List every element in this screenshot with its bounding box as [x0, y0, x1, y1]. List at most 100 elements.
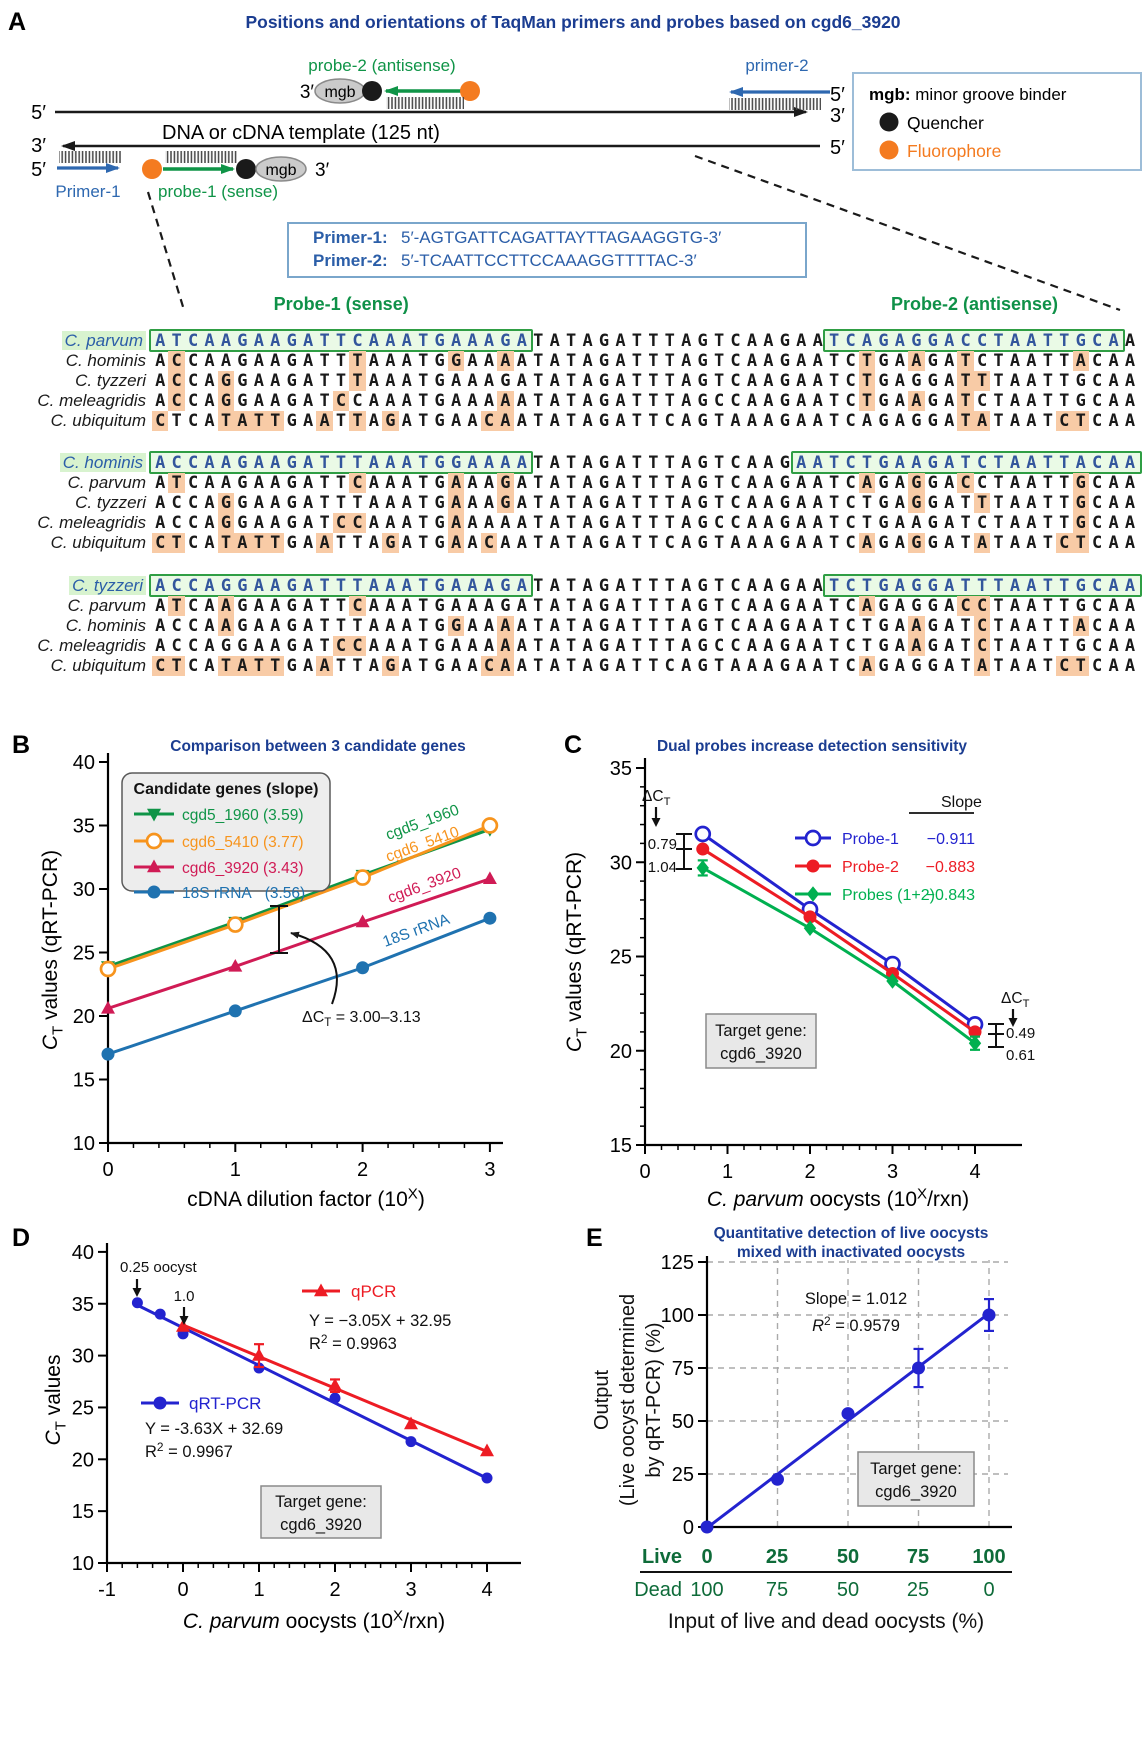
seq-char: A	[368, 411, 380, 431]
species-name: C. tyzzeri	[0, 371, 146, 391]
seq-char: A	[204, 576, 215, 596]
seq-char: A	[763, 533, 774, 553]
probe1-3prime-label: 3′	[315, 160, 330, 181]
seq-char: T	[1059, 371, 1070, 391]
seq-char: A	[450, 411, 462, 431]
figure-element: 10	[73, 1133, 95, 1155]
seq-char: G	[697, 576, 708, 596]
seq-char: A	[894, 351, 906, 371]
seq-char: T	[960, 453, 971, 473]
seq-char: T	[335, 656, 347, 676]
seq-char: A	[1124, 576, 1136, 596]
hybridization-hatch	[386, 97, 464, 109]
figure-element: cgd5_1960 (3.59)	[182, 807, 304, 824]
figure-element	[132, 1288, 142, 1297]
seq-char: A	[549, 493, 560, 513]
seq-char: A	[746, 636, 758, 656]
seq-char: G	[697, 533, 708, 553]
seq-char: A	[1026, 576, 1037, 596]
figure-element	[806, 859, 820, 873]
seq-char: A	[270, 596, 281, 616]
figure-element: R2 = 0.9967	[145, 1440, 233, 1461]
seq-char: C	[187, 351, 199, 371]
seq-char: A	[385, 493, 396, 513]
seq-char: G	[911, 656, 922, 676]
seq-char: G	[598, 411, 610, 431]
figure-element: Input of live and dead oocysts (%)	[668, 1610, 984, 1633]
figure-element: 0	[983, 1579, 994, 1601]
seq-char: A	[368, 596, 380, 616]
chart-qpcr-vs-qrtpcr: 10 15 20 25 30 35 40 -1 0 1 2 3 4 C. parvum oocysts (…	[42, 1242, 521, 1633]
figure-element: 125	[661, 1252, 694, 1274]
seq-char: C	[1092, 656, 1103, 676]
seq-char: G	[927, 351, 938, 371]
figure-element: 1.04	[648, 859, 677, 876]
seq-char: A	[894, 371, 906, 391]
seq-char: A	[730, 533, 741, 553]
seq-char: A	[944, 391, 955, 411]
seq-char: A	[497, 411, 514, 431]
seq-char: A	[894, 411, 906, 431]
seq-char: T	[418, 533, 429, 553]
seq-char: C	[187, 513, 199, 533]
seq-char: A	[858, 473, 876, 493]
seq-char: G	[908, 533, 925, 553]
seq-char: T	[713, 493, 725, 513]
figure-element: Output	[591, 1370, 613, 1430]
seq-char: C	[332, 391, 350, 411]
figure-element: 0.49	[1006, 1025, 1035, 1042]
seq-char: G	[697, 391, 708, 411]
figure-element	[147, 885, 161, 899]
seq-char: T	[631, 473, 643, 493]
seq-char: A	[155, 473, 166, 493]
seq-char: A	[911, 513, 922, 533]
seq-char: G	[779, 411, 790, 431]
seq-char: A	[549, 331, 560, 351]
figure-element: 0	[102, 1159, 113, 1181]
figure-element: Dual probes increase detection sensitivi…	[657, 738, 967, 755]
seq-char: A	[944, 616, 955, 636]
figure-element: 25	[907, 1579, 929, 1601]
figure-element: 18S rRNA (3.56)	[182, 885, 305, 902]
seq-char: G	[286, 453, 297, 473]
seq-char: A	[746, 453, 758, 473]
seq-char: C	[187, 411, 199, 431]
seq-char: G	[779, 391, 790, 411]
seq-char: G	[697, 473, 708, 493]
seq-char: A	[385, 331, 396, 351]
species-name: C. meleagridis	[0, 636, 146, 656]
figure-element: 1	[722, 1161, 733, 1183]
figure-element: 4	[969, 1161, 980, 1183]
seq-char: T	[566, 636, 577, 656]
seq-char: A	[516, 473, 527, 493]
seq-char: A	[1026, 411, 1037, 431]
seq-char: T	[861, 453, 873, 473]
figure-element: cgd6_3920 (3.43)	[182, 860, 304, 877]
seq-char: T	[335, 453, 347, 473]
seq-char: T	[1042, 453, 1053, 473]
seq-char: A	[204, 533, 215, 553]
seq-char: C	[973, 636, 991, 656]
seq-char: T	[335, 616, 347, 636]
seq-char: T	[250, 411, 268, 431]
figure-element	[912, 1361, 925, 1375]
seq-char: A	[549, 616, 560, 636]
seq-char: T	[533, 473, 544, 493]
seq-char: A	[681, 616, 692, 636]
seq-char: A	[401, 513, 412, 533]
seq-char: T	[858, 371, 876, 391]
seq-char: G	[220, 636, 232, 656]
seq-char: G	[434, 533, 445, 553]
seq-char: T	[335, 596, 347, 616]
seq-char: T	[319, 351, 330, 371]
seq-char: G	[779, 453, 790, 473]
seq-char: A	[944, 331, 955, 351]
panel-c-label: C	[564, 731, 583, 759]
seq-char: G	[1075, 636, 1086, 656]
seq-char: A	[303, 576, 314, 596]
seq-char: A	[253, 371, 264, 391]
figure-element: 25	[672, 1464, 694, 1486]
figure-element: Probe-2	[842, 859, 899, 876]
figure-element: 30	[73, 879, 95, 901]
